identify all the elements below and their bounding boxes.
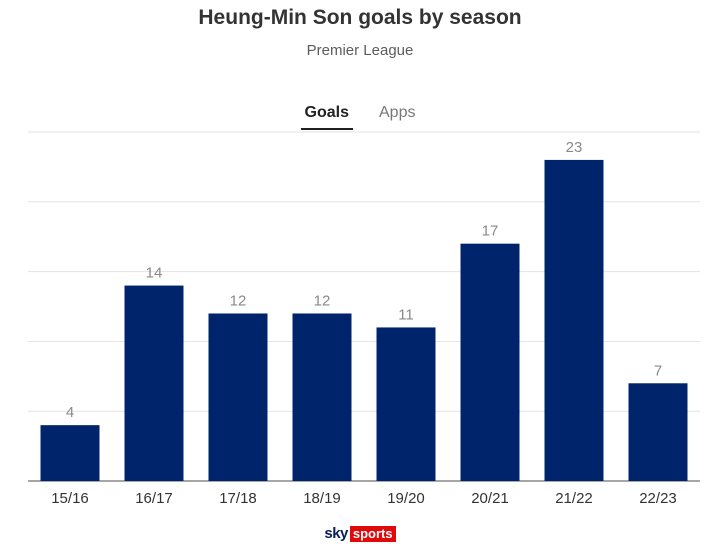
x-tick-label: 22/23	[639, 490, 677, 507]
data-label: 7	[654, 362, 662, 379]
chart-title: Heung-Min Son goals by season	[198, 6, 522, 29]
chart-bars	[40, 159, 688, 482]
chart-x-tick-labels: 15/16 16/17 17/18 18/19 19/20 20/21 21/22 22/23	[51, 490, 677, 507]
data-label: 11	[398, 306, 414, 323]
x-tick-label: 17/18	[219, 490, 257, 507]
bar-15/16[interactable]	[40, 425, 100, 481]
data-label: 23	[566, 139, 583, 156]
bar-chart: 4 14 12 12 11 17 23 7 15/16 16/17 17/18 18/19 19/20…	[28, 131, 700, 507]
bar-16/17[interactable]	[124, 285, 184, 481]
bar-20/21[interactable]	[460, 243, 520, 481]
bar-21/22[interactable]	[544, 159, 604, 482]
bar-19/20[interactable]	[376, 327, 436, 481]
chart-subtitle: Premier League	[306, 42, 414, 59]
x-tick-label: 18/19	[303, 490, 341, 507]
bar-17/18[interactable]	[208, 313, 268, 481]
data-label: 12	[230, 292, 247, 309]
data-label: 17	[482, 223, 499, 240]
sky-sports-logo: sky sports	[0, 525, 720, 542]
x-tick-label: 15/16	[51, 490, 89, 507]
data-label: 14	[146, 265, 163, 282]
brand-sky: sky	[324, 525, 348, 542]
chart-data-labels: 4 14 12 12 11 17 23 7	[66, 139, 662, 421]
bar-22/23[interactable]	[628, 383, 688, 481]
x-tick-label: 16/17	[135, 490, 173, 507]
data-label: 12	[314, 292, 331, 309]
data-label: 4	[66, 404, 74, 421]
bar-18/19[interactable]	[292, 313, 352, 481]
x-tick-label: 21/22	[555, 490, 593, 507]
x-tick-label: 19/20	[387, 490, 425, 507]
metric-tabs: Goals Apps	[0, 104, 720, 130]
tab-goals[interactable]: Goals	[300, 104, 353, 130]
x-tick-label: 20/21	[471, 490, 509, 507]
tab-apps[interactable]: Apps	[379, 104, 416, 121]
brand-sports: sports	[349, 525, 396, 542]
